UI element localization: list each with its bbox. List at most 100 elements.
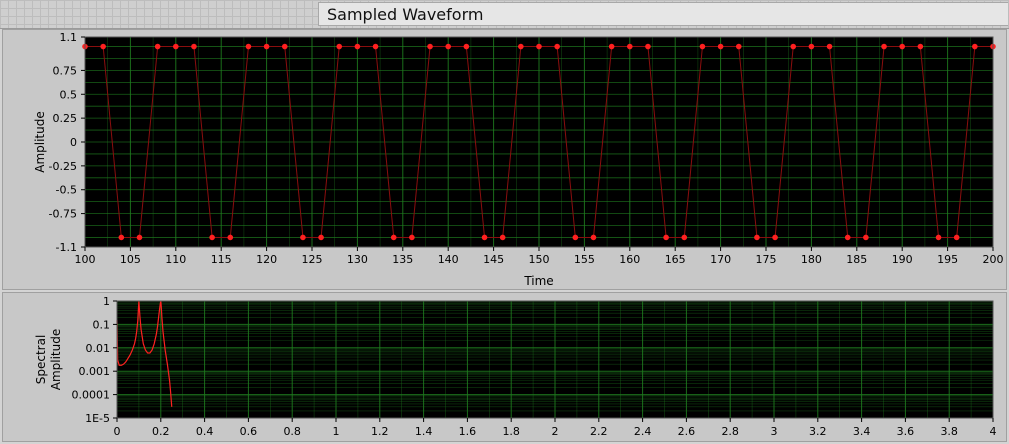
waveform-x-tick-label: 185	[846, 253, 867, 266]
spectrum-x-tick-label: 3.6	[897, 425, 915, 438]
waveform-x-tick-label: 105	[120, 253, 141, 266]
waveform-point	[300, 234, 306, 241]
spectrum-y-tick-label: 1	[103, 295, 110, 308]
waveform-point	[245, 43, 252, 50]
spectrum-x-tick-label: 2.2	[590, 425, 608, 438]
spectrum-y-tick-label: 0.0001	[72, 389, 111, 402]
waveform-x-axis-label: Time	[523, 274, 553, 288]
waveform-y-tick-label: -0.5	[56, 184, 77, 197]
waveform-x-tick-label: 100	[75, 253, 96, 266]
spectrum-x-tick-label: 3.4	[853, 425, 871, 438]
waveform-point	[336, 43, 343, 50]
spectrum-x-tick-label: 3.8	[940, 425, 958, 438]
spectrum-x-tick-label: 1	[333, 425, 340, 438]
waveform-point	[263, 43, 270, 50]
waveform-y-tick-label: 1.1	[60, 31, 78, 44]
waveform-x-tick-label: 190	[892, 253, 913, 266]
spectrum-x-tick-label: 3	[771, 425, 778, 438]
spectrum-x-tick-label: 4	[990, 425, 997, 438]
waveform-point	[826, 43, 833, 50]
waveform-point	[499, 234, 506, 241]
waveform-point	[481, 234, 488, 241]
spectrum-line	[116, 300, 173, 407]
spectrum-x-tick-label: 0.2	[152, 425, 170, 438]
waveform-x-tick-label: 200	[983, 253, 1004, 266]
waveform-point	[608, 43, 615, 50]
waveform-x-tick-label: 130	[347, 253, 368, 266]
waveform-y-tick-label: -0.75	[49, 208, 77, 221]
spectrum-x-tick-label: 2.8	[721, 425, 739, 438]
waveform-point	[318, 234, 324, 241]
waveform-point	[409, 234, 415, 241]
spectrum-x-tick-label: 0.6	[240, 425, 258, 438]
waveform-x-tick-label: 155	[574, 253, 595, 266]
waveform-point	[191, 43, 197, 50]
waveform-point	[281, 43, 288, 50]
waveform-x-tick-label: 125	[302, 253, 323, 266]
spectrum-x-tick-label: 1.4	[415, 425, 433, 438]
spectrum-x-tick-label: 0.4	[196, 425, 214, 438]
waveform-point	[844, 234, 851, 241]
waveform-x-tick-label: 180	[801, 253, 822, 266]
waveform-point	[735, 43, 742, 50]
waveform-point	[554, 43, 560, 50]
waveform-point	[972, 43, 978, 50]
waveform-y-tick-label: -0.25	[49, 160, 77, 173]
waveform-point	[100, 43, 106, 50]
spectrum-x-tick-label: 2.4	[634, 425, 652, 438]
title-box: Sampled Waveform	[318, 2, 1008, 26]
page-title: Sampled Waveform	[327, 5, 484, 24]
waveform-point	[590, 234, 597, 241]
waveform-point	[354, 43, 361, 50]
waveform-point	[227, 234, 234, 241]
waveform-y-tick-label: 0.25	[53, 112, 78, 125]
spectrum-y-tick-label: 1E-5	[85, 412, 110, 425]
waveform-point	[209, 234, 215, 241]
waveform-x-tick-label: 170	[710, 253, 731, 266]
waveform-point	[699, 43, 706, 50]
waveform-point	[372, 43, 379, 50]
spectrum-y-tick-label: 0.01	[86, 342, 111, 355]
waveform-point	[899, 43, 905, 50]
spectrum-x-tick-label: 2	[552, 425, 559, 438]
waveform-x-tick-label: 175	[756, 253, 777, 266]
spectrum-x-tick-label: 3.2	[809, 425, 827, 438]
waveform-point	[536, 43, 542, 50]
waveform-y-tick-label: 0.5	[60, 88, 78, 101]
waveform-point	[953, 234, 960, 241]
waveform-x-tick-label: 115	[211, 253, 232, 266]
waveform-x-tick-label: 150	[529, 253, 550, 266]
waveform-point	[645, 43, 651, 50]
spectrum-y-tick-label: 0.001	[79, 365, 111, 378]
spectrum-x-tick-label: 0	[114, 425, 121, 438]
spectrum-x-tick-label: 1.6	[459, 425, 477, 438]
waveform-point	[881, 43, 887, 50]
waveform-y-tick-label: -1.1	[56, 241, 77, 254]
spectrum-y-axis-label: SpectralAmplitude	[34, 329, 63, 391]
waveform-point	[663, 234, 669, 241]
waveform-point	[390, 234, 397, 241]
waveform-point	[518, 43, 524, 50]
waveform-x-tick-label: 145	[483, 253, 504, 266]
spectrum-x-tick-label: 1.8	[502, 425, 520, 438]
waveform-point	[717, 43, 724, 50]
waveform-point	[136, 234, 143, 241]
waveform-point	[118, 234, 125, 241]
waveform-x-tick-label: 195	[937, 253, 958, 266]
waveform-point	[917, 43, 924, 50]
waveform-point	[772, 234, 778, 241]
waveform-point	[935, 234, 942, 241]
spectrum-y-tick-label: 0.1	[93, 318, 111, 331]
waveform-point	[173, 43, 179, 50]
waveform-point	[681, 234, 688, 241]
waveform-point	[154, 43, 161, 50]
waveform-point	[572, 234, 579, 241]
waveform-point	[790, 43, 797, 50]
waveform-point	[863, 234, 869, 241]
waveform-x-tick-label: 160	[619, 253, 640, 266]
waveform-y-tick-label: 0.75	[53, 64, 78, 77]
spectrum-x-tick-label: 0.8	[283, 425, 301, 438]
waveform-point	[754, 234, 760, 241]
title-bar: Sampled Waveform	[0, 0, 1009, 29]
